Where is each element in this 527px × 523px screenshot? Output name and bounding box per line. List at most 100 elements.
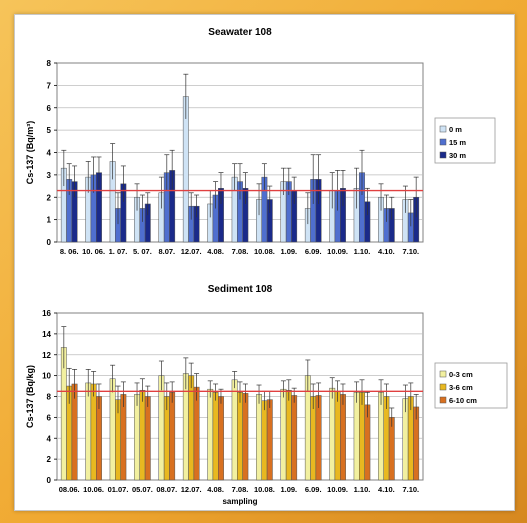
x-tick-label: 8. 06. xyxy=(60,247,79,256)
legend-label: 3-6 cm xyxy=(449,383,473,392)
legend-label: 0 m xyxy=(449,125,462,134)
y-tick-label: 14 xyxy=(42,330,51,339)
x-tick-label: 8.07. xyxy=(158,247,175,256)
y-tick-label: 16 xyxy=(42,309,51,318)
bar xyxy=(285,389,292,481)
x-tick-label: 10. 06. xyxy=(82,247,105,256)
x-tick-label: 05.07. xyxy=(132,485,153,494)
bar xyxy=(340,394,346,481)
y-tick-label: 8 xyxy=(47,393,52,402)
y-axis-label: Cs-137 (Bq/m³) xyxy=(25,121,35,185)
x-tick-label: 10.09. xyxy=(327,485,348,494)
x-tick-label: 1.09. xyxy=(280,485,297,494)
x-tick-label: 12.07. xyxy=(181,485,202,494)
x-tick-label: 12.07. xyxy=(181,247,202,256)
legend-label: 0-3 cm xyxy=(449,370,473,379)
legend: 0 m 15 m 30 m xyxy=(434,117,496,164)
legend-swatch xyxy=(439,125,447,133)
legend-label: 15 m xyxy=(449,138,466,147)
bar xyxy=(212,392,219,481)
bar xyxy=(193,386,200,481)
bar xyxy=(315,395,322,481)
bar xyxy=(207,388,214,481)
x-tick-label: 6.09. xyxy=(305,485,322,494)
bar xyxy=(139,389,146,481)
y-tick-label: 12 xyxy=(42,351,51,360)
x-tick-label: 1.10. xyxy=(354,247,371,256)
bar xyxy=(359,392,365,481)
x-tick-label: 7.08. xyxy=(232,247,249,256)
x-tick-label: 1. 07. xyxy=(109,247,128,256)
bar xyxy=(90,383,97,481)
y-tick-label: 0 xyxy=(47,238,52,247)
x-tick-label: 4.08. xyxy=(207,247,224,256)
legend-swatch xyxy=(439,138,447,146)
y-tick-label: 2 xyxy=(47,193,52,202)
bar xyxy=(261,400,268,481)
legend-label: 30 m xyxy=(449,151,466,160)
x-tick-label: 4.10. xyxy=(378,247,395,256)
y-tick-label: 5 xyxy=(47,126,52,135)
bar xyxy=(353,392,360,481)
x-tick-label: 5. 07. xyxy=(133,247,152,256)
x-tick-label: 10.06. xyxy=(83,485,104,494)
x-tick-label: 6.09. xyxy=(305,247,322,256)
x-tick-label: 7.08. xyxy=(232,485,249,494)
y-tick-label: 6 xyxy=(47,104,52,113)
y-tick-label: 6 xyxy=(47,413,52,422)
bar xyxy=(169,392,176,481)
y-tick-label: 10 xyxy=(42,372,51,381)
x-tick-label: 10.08. xyxy=(254,247,275,256)
bar xyxy=(231,379,238,481)
bar xyxy=(329,387,336,481)
x-tick-label: 10.09. xyxy=(327,247,348,256)
bar xyxy=(218,396,224,481)
x-tick-label: 08.07. xyxy=(156,485,177,494)
bar xyxy=(237,392,243,481)
bar xyxy=(109,378,116,481)
bar xyxy=(242,393,249,481)
bar xyxy=(120,394,127,481)
chart-panel: Seawater 108 0 1 2 3 4 5 6 7 8 Cs-137 (Bq/m³) 8. 06… xyxy=(14,14,515,511)
legend: 0-3 cm 3-6 cm 6-10 cm xyxy=(434,362,508,409)
x-tick-label: 08.06. xyxy=(59,485,80,494)
bar xyxy=(378,392,384,481)
bar xyxy=(85,382,92,481)
x-axis-label: sampling xyxy=(222,497,257,506)
y-tick-label: 4 xyxy=(47,434,52,443)
y-tick-label: 4 xyxy=(47,149,52,158)
bar xyxy=(334,391,341,481)
x-tick-label: 10.08. xyxy=(254,485,275,494)
bar xyxy=(256,394,262,481)
bar xyxy=(134,394,140,481)
legend-swatch xyxy=(439,383,447,391)
x-tick-label: 7.10. xyxy=(402,247,419,256)
y-tick-label: 7 xyxy=(47,81,52,90)
legend-swatch xyxy=(439,396,447,404)
y-tick-label: 2 xyxy=(47,455,52,464)
y-tick-label: 0 xyxy=(47,476,52,485)
legend-swatch xyxy=(439,370,447,378)
bar xyxy=(291,395,298,481)
bar xyxy=(280,388,287,481)
chart-title: Sediment 108 xyxy=(208,284,273,295)
x-tick-label: 01.07. xyxy=(108,485,129,494)
x-tick-label: 7.10. xyxy=(402,485,419,494)
y-axis-label: Cs-137 (Bq/kg) xyxy=(25,365,35,428)
chart-title: Seawater 108 xyxy=(208,27,272,38)
x-tick-label: 4.10. xyxy=(378,485,395,494)
y-tick-label: 3 xyxy=(47,171,52,180)
legend-swatch xyxy=(439,151,447,159)
bar xyxy=(266,399,273,481)
legend-label: 6-10 cm xyxy=(449,396,477,405)
chart-seawater: Seawater 108 0 1 2 3 4 5 6 7 8 Cs-137 (Bq/m³) 8. 06… xyxy=(25,27,496,256)
y-tick-label: 8 xyxy=(47,59,52,68)
legend-box xyxy=(434,362,508,409)
x-tick-label: 1.09. xyxy=(280,247,297,256)
bar xyxy=(182,373,189,481)
x-tick-label: 1.10. xyxy=(354,485,371,494)
y-tick-label: 1 xyxy=(47,216,52,225)
chart-sediment: Sediment 108 0 2 4 6 8 10 12 14 16 Cs-137 (Bq/kg) 0… xyxy=(25,284,508,506)
